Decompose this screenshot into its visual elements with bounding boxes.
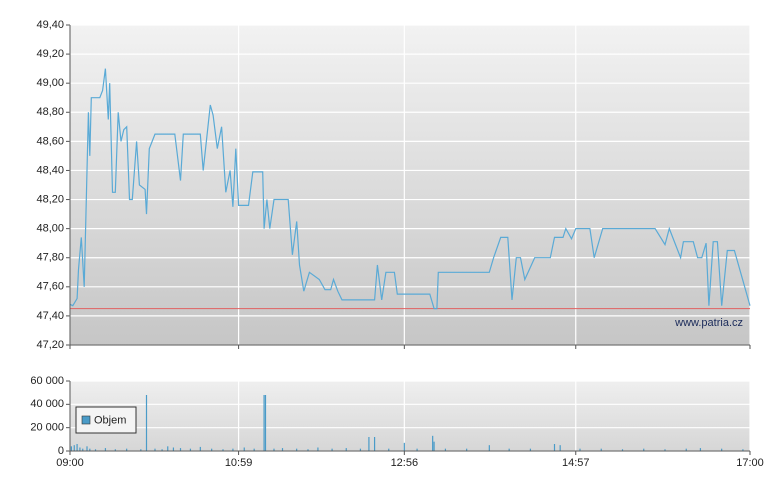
volume-bar — [416, 448, 418, 451]
volume-bar — [742, 449, 744, 451]
volume-bar — [488, 445, 490, 451]
volume-bar — [307, 449, 309, 451]
volume-bar — [243, 447, 245, 451]
volume-bar — [79, 447, 81, 451]
volume-bar — [388, 448, 390, 451]
volume-bar — [664, 449, 666, 451]
volume-bar — [553, 444, 556, 451]
volume-bar — [444, 448, 447, 451]
y-tick-label: 48,20 — [36, 193, 64, 205]
volume-bar — [161, 449, 163, 451]
volume-plot-area — [70, 381, 750, 451]
volume-bar — [222, 449, 224, 451]
y-tick-label: 47,20 — [36, 339, 64, 351]
x-tick-label: 12:56 — [391, 457, 419, 469]
y-tick-label: 48,00 — [36, 223, 64, 235]
volume-bar — [432, 435, 434, 451]
price-plot-area — [70, 25, 750, 345]
volume-bar — [368, 437, 370, 451]
volume-bar — [345, 448, 347, 451]
y-tick-label: 48,80 — [36, 106, 64, 118]
volume-bar — [466, 448, 468, 451]
volume-bar — [104, 448, 107, 451]
volume-bar — [317, 447, 319, 451]
volume-bar — [296, 448, 298, 451]
volume-bar — [126, 448, 128, 451]
volume-bar — [263, 395, 265, 451]
y-tick-label: 49,20 — [36, 48, 64, 60]
x-tick-label: 14:57 — [562, 457, 590, 469]
watermark: www.patria.cz — [674, 317, 743, 329]
y-tick-label: 49,00 — [36, 77, 64, 89]
volume-bar — [600, 448, 602, 451]
volume-bar — [154, 448, 156, 451]
volume-bar — [114, 449, 116, 451]
price-line — [69, 68, 751, 310]
volume-bar — [211, 448, 213, 451]
volume-bar — [508, 448, 510, 451]
volume-bar — [82, 448, 84, 451]
volume-bar — [253, 448, 255, 451]
volume-bar — [89, 448, 91, 451]
volume-bar — [579, 448, 581, 451]
volume-bar — [359, 448, 362, 451]
volume-bar — [331, 448, 333, 451]
volume-bar — [86, 446, 88, 451]
volume-bar — [73, 445, 75, 451]
volume-bar — [264, 395, 267, 451]
volume-bar — [529, 448, 532, 451]
y-tick-label: 49,40 — [36, 19, 64, 31]
volume-bar — [70, 446, 73, 451]
volume-bar — [232, 448, 234, 451]
y-tick-label: 47,60 — [36, 281, 64, 293]
volume-bar — [373, 437, 376, 451]
volume-bar — [273, 448, 275, 451]
volume-bar — [199, 446, 201, 451]
volume-bar — [172, 447, 175, 451]
y-tick-label: 40 000 — [30, 398, 64, 410]
volume-bar — [140, 449, 142, 451]
y-tick-label: 20 000 — [30, 422, 64, 434]
volume-bar — [643, 448, 645, 451]
x-tick-label: 10:59 — [225, 457, 253, 469]
volume-bar — [189, 448, 192, 451]
x-tick-label: 17:00 — [736, 457, 764, 469]
legend-label: Objem — [94, 414, 126, 426]
x-tick-label: 09:00 — [56, 457, 84, 469]
volume-bar — [403, 442, 405, 451]
y-tick-label: 47,80 — [36, 252, 64, 264]
volume-bar — [281, 448, 284, 451]
volume-bar — [699, 448, 702, 451]
volume-bar — [94, 449, 97, 451]
y-tick-label: 47,40 — [36, 310, 64, 322]
volume-bar — [167, 446, 169, 451]
legend-swatch — [81, 415, 91, 425]
volume-bar — [621, 449, 624, 451]
volume-bar — [433, 441, 435, 451]
volume-bar — [559, 445, 561, 451]
volume-bar — [685, 448, 687, 451]
y-tick-label: 0 — [58, 445, 64, 457]
volume-bar — [179, 448, 182, 451]
y-tick-label: 48,40 — [36, 164, 64, 176]
volume-bar — [76, 444, 78, 451]
volume-bar — [721, 448, 723, 451]
y-tick-label: 48,60 — [36, 135, 64, 147]
y-tick-label: 60 000 — [30, 375, 64, 387]
volume-bar — [145, 395, 148, 451]
